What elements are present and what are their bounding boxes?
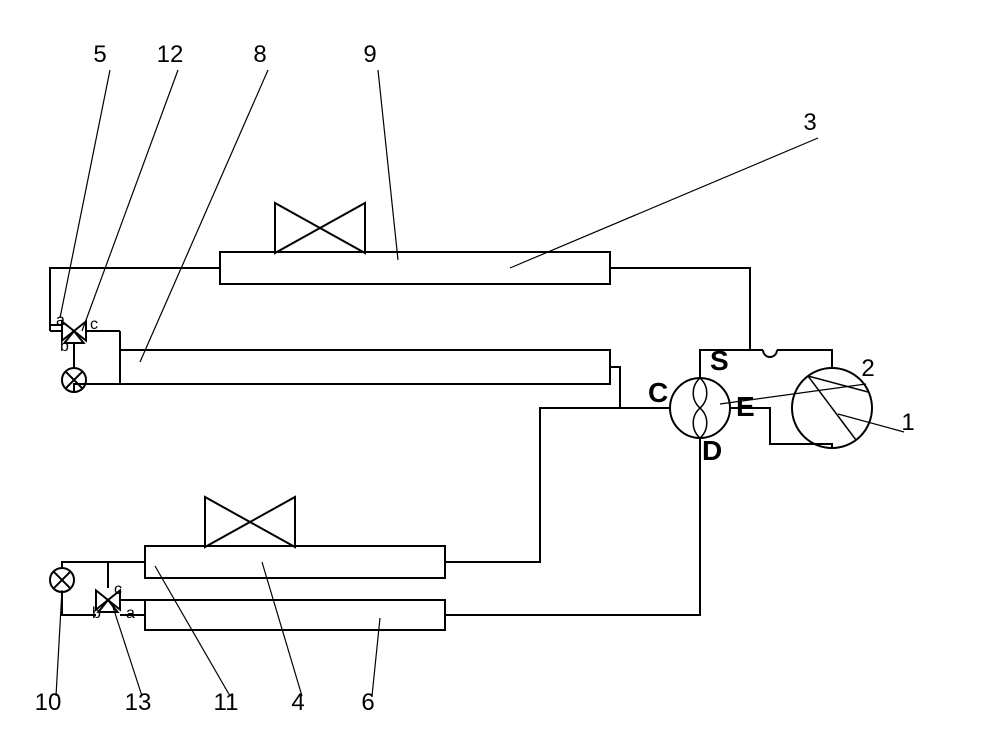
hx-top-outdoor [220,252,610,284]
callout-13: 13 [125,689,152,716]
four-way-port-D: D [702,435,722,466]
callout-10: 10 [35,689,62,716]
three-way-valve-bot-port-c: c [114,581,122,598]
four-way-valve-arc [693,408,700,438]
callout-9: 9 [363,41,376,68]
four-way-valve-arc [700,408,707,438]
pipe [445,438,700,615]
callout-lead [82,70,178,331]
callout-12: 12 [157,41,184,68]
fan-bot-icon [205,497,250,547]
callout-6: 6 [361,689,374,716]
callout-lead [510,138,818,268]
pipe [777,350,832,368]
four-way-port-S: S [710,345,729,376]
four-way-port-E: E [736,391,755,422]
three-way-valve-bot-port-a: a [126,605,135,622]
callout-2: 2 [861,355,874,382]
callout-8: 8 [253,41,266,68]
pipe [610,268,750,350]
compressor-chord [808,376,856,440]
four-way-valve-arc [700,378,707,408]
callout-3: 3 [803,109,816,136]
pipe [445,408,620,562]
callout-lead [140,70,268,362]
callout-5: 5 [93,41,106,68]
three-way-valve-top-port-b: b [60,338,69,355]
pipe [50,268,220,325]
callout-1: 1 [901,409,914,436]
four-way-valve-arc [693,378,700,408]
callout-lead [378,70,398,260]
hx-bot-outdoor [145,546,445,578]
three-way-valve-top-port-c: c [90,316,98,333]
fan-top-icon [320,203,365,253]
callout-4: 4 [291,689,304,716]
fan-bot-icon [250,497,295,547]
hx-top-indoor [120,350,610,384]
fan-top-icon [275,203,320,253]
callout-11: 11 [214,689,239,716]
callout-lead [56,590,62,696]
pipe [62,592,96,615]
four-way-port-C: C [648,377,668,408]
pipe-jump [763,350,777,357]
three-way-valve-bot-port-b: b [92,605,101,622]
callout-lead [60,70,110,318]
